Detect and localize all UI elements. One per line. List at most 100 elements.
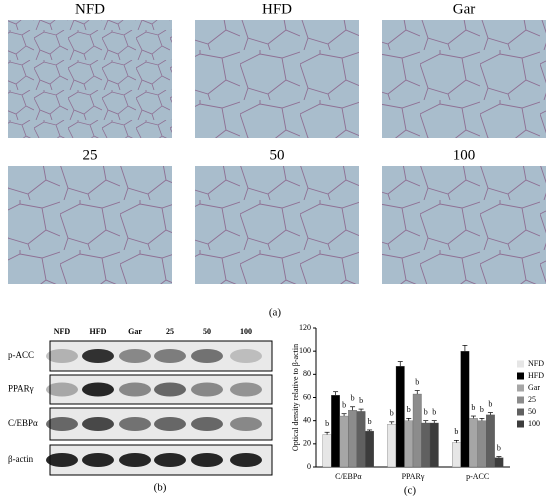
legend-swatch	[517, 372, 524, 380]
band	[191, 349, 223, 363]
y-tick-label: 40	[303, 415, 311, 424]
legend-swatch	[517, 384, 524, 392]
legend-label: NFD	[528, 359, 544, 368]
bar	[421, 422, 431, 468]
band	[230, 453, 262, 467]
bar	[348, 410, 357, 468]
panel-title: 100	[453, 147, 476, 163]
significance-letter: b	[497, 443, 501, 452]
panel-title: 50	[270, 147, 285, 163]
row-label: PPARγ	[8, 384, 34, 394]
legend-label: HFD	[528, 371, 544, 380]
bar	[469, 418, 478, 468]
significance-letter: b	[368, 417, 372, 426]
significance-letter: b	[480, 405, 484, 414]
y-tick-label: 120	[299, 323, 311, 332]
micrograph	[382, 166, 546, 284]
band	[119, 349, 151, 363]
band	[46, 417, 78, 431]
significance-letter: b	[351, 394, 355, 403]
bar	[486, 414, 495, 468]
micrograph	[8, 166, 172, 284]
band	[82, 382, 114, 397]
row-label: β-actin	[8, 454, 34, 464]
significance-letter: b	[454, 427, 458, 436]
legend-label: 50	[528, 407, 536, 416]
lane-label: HFD	[90, 327, 107, 336]
legend-swatch	[517, 420, 524, 428]
bar	[395, 366, 405, 468]
panel-label: (b)	[154, 482, 167, 494]
lane-label: 100	[240, 327, 252, 336]
bar-chart: 0 20 40 60 80 100 120 Optical density relative …	[291, 323, 544, 497]
band	[154, 382, 186, 397]
bar	[460, 351, 470, 468]
micrograph	[382, 20, 546, 138]
band	[82, 349, 114, 363]
micrograph	[195, 166, 359, 284]
significance-letter: b	[325, 419, 329, 428]
y-axis-label: Optical density relative to β-actin	[291, 344, 300, 451]
y-tick-label: 20	[303, 439, 311, 448]
bar	[429, 422, 439, 468]
micrograph	[195, 20, 359, 138]
significance-letter: b	[471, 403, 475, 412]
bar	[365, 430, 374, 468]
x-tick-label: C/EBPα	[335, 472, 362, 481]
significance-letter: b	[407, 405, 411, 414]
x-tick-label: p-ACC	[466, 472, 489, 481]
y-tick-label: 60	[303, 392, 311, 401]
bar	[322, 434, 332, 468]
y-tick-label: 0	[307, 462, 311, 471]
band	[230, 382, 262, 397]
band	[82, 453, 114, 467]
significance-letter: b	[432, 407, 436, 416]
x-tick-label: PPARγ	[402, 472, 425, 481]
panel-title: 25	[83, 147, 98, 163]
lane-label: 50	[203, 327, 211, 336]
band	[154, 417, 186, 431]
band	[46, 349, 78, 363]
significance-letter: b	[390, 409, 394, 418]
band	[119, 417, 151, 431]
band	[46, 382, 78, 397]
micrographs: NFD HFD Gar 25 50 100	[8, 1, 546, 284]
band	[230, 349, 262, 363]
band	[154, 349, 186, 363]
lane-label: 25	[166, 327, 174, 336]
bar	[477, 420, 487, 468]
y-tick-label: 80	[303, 369, 311, 378]
band	[191, 453, 223, 467]
row-label: C/EBPα	[8, 418, 38, 428]
significance-letter: b	[342, 401, 346, 410]
bar	[494, 457, 504, 468]
legend-label: 25	[528, 395, 536, 404]
band	[119, 453, 151, 467]
band	[191, 417, 223, 431]
legend-label: Gar	[528, 383, 540, 392]
panel-title: NFD	[75, 1, 105, 17]
panel-title: HFD	[262, 1, 292, 17]
bar	[331, 395, 340, 468]
panel-title: Gar	[453, 1, 476, 17]
band	[191, 382, 223, 397]
lane-label: NFD	[54, 327, 71, 336]
significance-letter: b	[424, 407, 428, 416]
significance-letter: b	[488, 399, 492, 408]
bar	[452, 442, 461, 468]
legend-label: 100	[528, 419, 540, 428]
legend-swatch	[517, 396, 524, 404]
panel-label: (a)	[269, 307, 282, 319]
band	[154, 453, 186, 467]
bar	[387, 423, 397, 468]
band	[230, 417, 262, 431]
bar	[339, 415, 349, 468]
legend-swatch	[517, 360, 524, 368]
panel-label: (c)	[404, 485, 417, 497]
band	[82, 417, 114, 431]
bar	[356, 411, 366, 468]
significance-letter: b	[415, 377, 419, 386]
band	[46, 453, 78, 467]
